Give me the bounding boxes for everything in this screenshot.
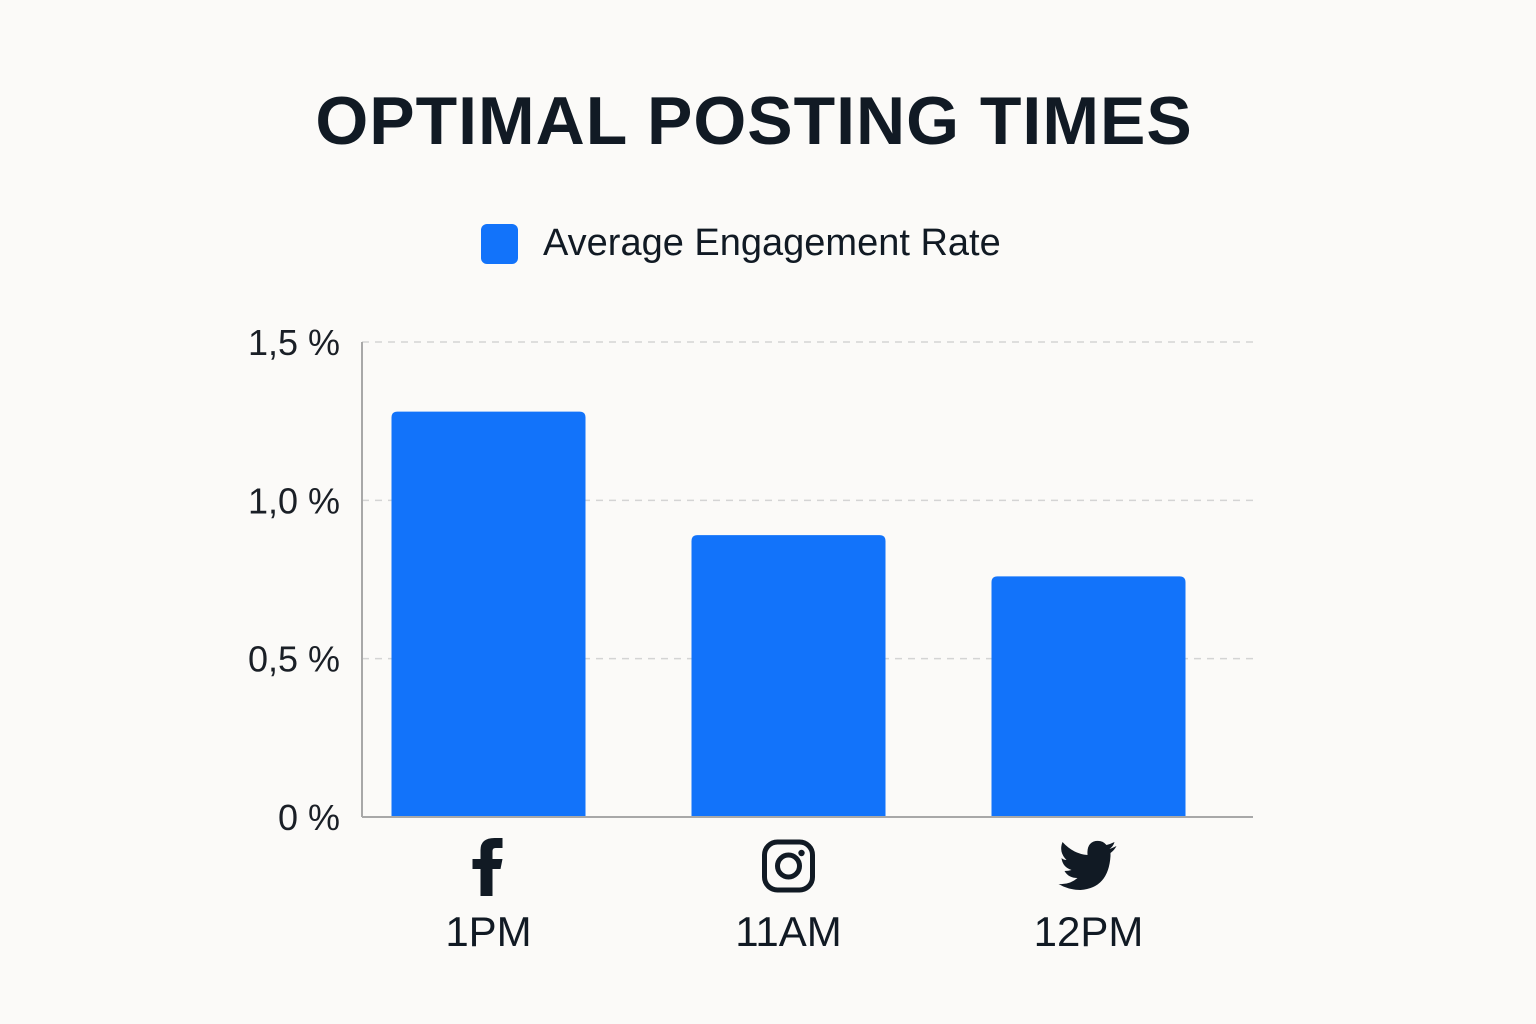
legend-label: Average Engagement Rate (543, 222, 1001, 264)
y-tick-label: 0,5 % (248, 639, 340, 680)
instagram-lens (775, 852, 802, 880)
twitter-icon (1058, 840, 1117, 890)
y-tick-label: 1,5 % (248, 322, 340, 363)
instagram-icon (762, 839, 815, 893)
instagram-frame (762, 839, 815, 893)
facebook-icon (472, 838, 503, 896)
twitter-glyph (1058, 840, 1117, 890)
x-tick-label: 12PM (1034, 908, 1144, 955)
bar (691, 535, 886, 817)
chart-title: OPTIMAL POSTING TIMES (315, 83, 1193, 159)
facebook-glyph (472, 838, 503, 896)
instagram-dot (798, 849, 805, 857)
bar (391, 411, 586, 817)
y-tick-label: 1,0 % (248, 480, 340, 521)
y-tick-label: 0 % (278, 797, 340, 838)
x-tick-label: 11AM (735, 908, 842, 955)
bar (991, 576, 1186, 817)
legend-swatch (481, 223, 518, 264)
x-tick-label: 1PM (445, 908, 531, 955)
legend: Average Engagement Rate (481, 222, 1001, 265)
